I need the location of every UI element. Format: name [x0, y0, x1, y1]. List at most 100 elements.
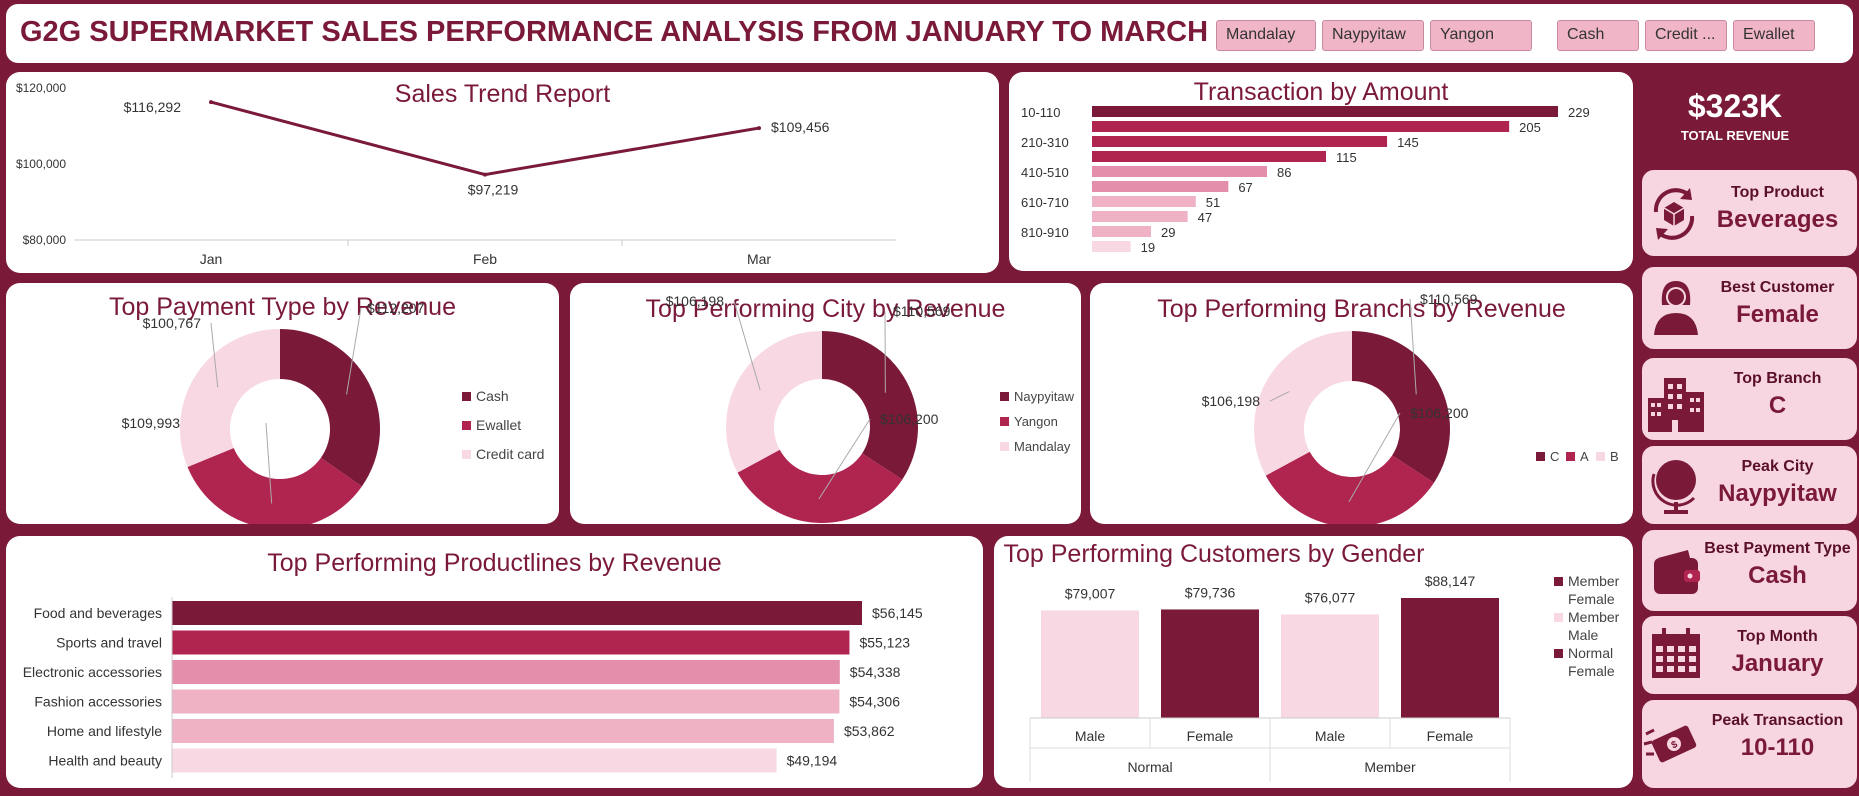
donut-slice — [187, 447, 362, 524]
transaction-bar — [1092, 226, 1152, 237]
data-label: 67 — [1238, 180, 1252, 195]
data-label: 51 — [1206, 195, 1220, 210]
kpi-peak-transaction-label: Peak Transaction — [1711, 712, 1844, 729]
legend-label: B — [1610, 449, 1619, 464]
productlines-title: Top Performing Productlines by Revenue — [267, 549, 722, 577]
data-label: $54,338 — [850, 664, 901, 680]
y-tick-label: $80,000 — [23, 233, 67, 247]
dashboard-header: G2G SUPERMARKET SALES PERFORMANCE ANALYS… — [6, 4, 1853, 63]
payment-type-chart: $112,207 $109,993 $100,767 Cash Ewallet Credi… — [122, 300, 544, 524]
sales-trend-title: Sales Trend Report — [394, 80, 611, 108]
kpi-peak-city: Peak City Naypyitaw — [1642, 446, 1857, 524]
gender-customers-panel: Top Performing Customers by Gender $79,0… — [994, 536, 1633, 788]
leader-line — [265, 422, 273, 504]
kpi-top-month-value: January — [1731, 650, 1824, 677]
category-label: 410-510 — [1021, 165, 1069, 180]
category-label: 810-910 — [1021, 225, 1069, 240]
legend-swatch — [462, 392, 471, 401]
kpi-peak-city-label: Peak City — [1741, 458, 1814, 475]
category-label: Food and beverages — [34, 605, 162, 621]
kpi-top-product: Top Product Beverages — [1642, 170, 1857, 256]
legend-swatch — [462, 421, 471, 430]
slicer-payment-ewallet[interactable]: Ewallet — [1733, 20, 1815, 51]
donut-slice — [822, 331, 918, 480]
leader-line — [818, 418, 871, 500]
legend-label: C — [1550, 449, 1559, 464]
slicer-payment-credit[interactable]: Credit ... — [1645, 20, 1727, 51]
donut-slice — [1254, 331, 1352, 476]
sales-trend-point — [757, 126, 761, 131]
dashboard-title: G2G SUPERMARKET SALES PERFORMANCE ANALYS… — [20, 16, 1281, 48]
legend-label: Ewallet — [476, 417, 521, 433]
sales-trend-line — [210, 100, 760, 177]
data-label: $110,569 — [893, 303, 951, 319]
group-label: Member — [1364, 759, 1416, 775]
category-label: Male — [1075, 728, 1106, 744]
transaction-amount-chart: 229 10-110 205 145 210-310 115 86 410-510 67 51 61… — [1021, 105, 1590, 255]
legend-swatch — [1554, 649, 1563, 658]
transaction-bar — [1092, 181, 1229, 192]
kpi-best-customer-label: Best Customer — [1720, 279, 1835, 296]
city-revenue-chart: $110,569 $106,200 $106,198 Naypyitaw Yangon M… — [666, 293, 1075, 523]
donut-slice — [280, 329, 380, 487]
category-label: Male — [1315, 728, 1346, 744]
kpi-best-payment-value: Cash — [1748, 562, 1807, 589]
slicer-payment-cash[interactable]: Cash — [1557, 20, 1639, 51]
y-tick-label: $100,000 — [16, 157, 66, 171]
legend-label: Female — [1568, 663, 1615, 679]
legend-swatch — [1000, 392, 1009, 401]
kpi-top-product-value: Beverages — [1716, 206, 1839, 233]
category-label: 210-310 — [1021, 135, 1069, 150]
data-label: $79,736 — [1185, 584, 1236, 600]
transaction-bar — [1092, 151, 1327, 162]
category-label: Electronic accessories — [23, 664, 162, 680]
kpi-top-product-label: Top Product — [1730, 184, 1825, 201]
data-label: $56,145 — [872, 605, 923, 621]
legend-swatch — [1000, 442, 1009, 451]
kpi-top-branch-label: Top Branch — [1733, 370, 1822, 387]
legend-label: Normal — [1568, 645, 1613, 661]
group-label: Normal — [1127, 759, 1172, 775]
legend-label: Male — [1568, 627, 1599, 643]
gender-bar — [1281, 614, 1379, 718]
globe-icon — [1651, 460, 1696, 514]
legend-label: Credit card — [476, 446, 544, 462]
category-label: Fashion accessories — [34, 694, 162, 710]
gender-bar — [1401, 598, 1499, 718]
slicer-city-naypyitaw[interactable]: Naypyitaw — [1322, 20, 1424, 51]
data-label: $106,200 — [1410, 405, 1469, 421]
branch-revenue-title: Top Performing Branchs by Revenue — [1157, 295, 1566, 323]
calendar-icon — [1652, 628, 1700, 678]
donut-slice — [737, 449, 903, 523]
leader-line — [1348, 412, 1401, 503]
productlines-panel: Top Performing Productlines by Revenue $… — [6, 536, 983, 788]
transaction-amount-title: Transaction by Amount — [1193, 78, 1449, 106]
productline-bar — [172, 748, 777, 773]
leader-line — [1269, 391, 1290, 402]
productlines-chart: $56,145 Food and beverages $55,123 Sports a… — [23, 597, 923, 778]
category-label: Female — [1187, 728, 1234, 744]
data-label: $97,219 — [468, 182, 519, 198]
transaction-bar — [1092, 241, 1131, 252]
kpi-best-payment-label: Best Payment Type — [1704, 540, 1851, 557]
donut-slice — [1352, 331, 1450, 483]
data-label: $54,306 — [849, 694, 900, 710]
data-label: $49,194 — [787, 753, 838, 769]
kpi-best-customer: Best Customer Female — [1642, 267, 1857, 349]
kpi-peak-city-value: Naypyitaw — [1718, 480, 1837, 507]
category-label: 10-110 — [1021, 105, 1061, 120]
slicer-city-mandalay[interactable]: Mandalay — [1216, 20, 1316, 51]
kpi-peak-transaction-value: 10-110 — [1740, 734, 1815, 761]
sales-trend-panel: Sales Trend Report $80,000 $100,000 $120,0… — [6, 72, 999, 273]
kpi-peak-transaction: $ Peak Transaction 10-110 — [1642, 700, 1857, 788]
x-tick-label: Feb — [473, 251, 497, 267]
sales-trend-point — [483, 172, 487, 177]
leader-line — [1409, 298, 1417, 395]
branch-revenue-chart: $110,569 $106,200 $106,198 C A B — [1202, 291, 1619, 524]
data-label: 205 — [1519, 120, 1541, 135]
slicer-city-yangon[interactable]: Yangon — [1430, 20, 1532, 51]
kpi-top-branch-value: C — [1768, 392, 1787, 419]
data-label: $112,207 — [367, 300, 425, 316]
transaction-bar — [1092, 211, 1188, 222]
data-label: $79,007 — [1065, 585, 1116, 601]
